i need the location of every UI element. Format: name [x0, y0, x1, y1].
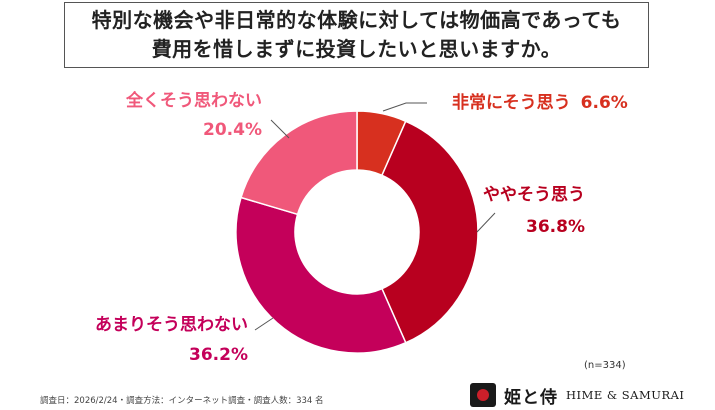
logo-english: HIME & SAMURAI	[566, 388, 685, 402]
camera-icon	[470, 383, 496, 407]
leader-line-very-much-agree	[382, 102, 427, 112]
leader-line-strongly-disagree	[270, 119, 290, 139]
title-box: 特別な機会や非日常的な体験に対しては物価高であっても 費用を惜しまずに投資したい…	[64, 2, 649, 68]
brand-logo: 姫と侍 HIME & SAMURAI	[470, 380, 715, 410]
value-label-strongly-disagree: 20.4%	[203, 120, 262, 140]
survey-footer: 調査日：2026/2/24・調査方法：インターネット調査・調査人数：334 名	[40, 396, 324, 406]
slice-somewhat-disagree	[235, 196, 407, 354]
value-label-somewhat-disagree: 36.2%	[189, 345, 248, 365]
sample-size-note: (n=334)	[584, 360, 626, 371]
leader-line-somewhat-agree	[476, 212, 496, 233]
category-label-somewhat-disagree: あまりそう思わない	[95, 315, 248, 335]
slice-strongly-disagree	[240, 110, 358, 216]
title-line-1: 特別な機会や非日常的な体験に対しては物価高であっても	[91, 8, 622, 32]
slice-somewhat-agree	[380, 120, 479, 344]
category-label-somewhat-agree: ややそう思う	[483, 185, 585, 205]
category-label-strongly-disagree: 全くそう思わない	[125, 90, 262, 111]
value-label-somewhat-agree: 36.8%	[526, 217, 585, 237]
value-label-very-much-agree: 6.6%	[581, 93, 628, 113]
title-line-2: 費用を惜しまずに投資したいと思いますか。	[151, 37, 562, 61]
leader-line-somewhat-disagree	[254, 317, 274, 331]
category-label-very-much-agree: 非常にそう思う	[452, 92, 571, 113]
logo-japanese: 姫と侍	[504, 387, 558, 408]
data-label-very-much-agree: 非常にそう思う 6.6%	[452, 92, 628, 113]
